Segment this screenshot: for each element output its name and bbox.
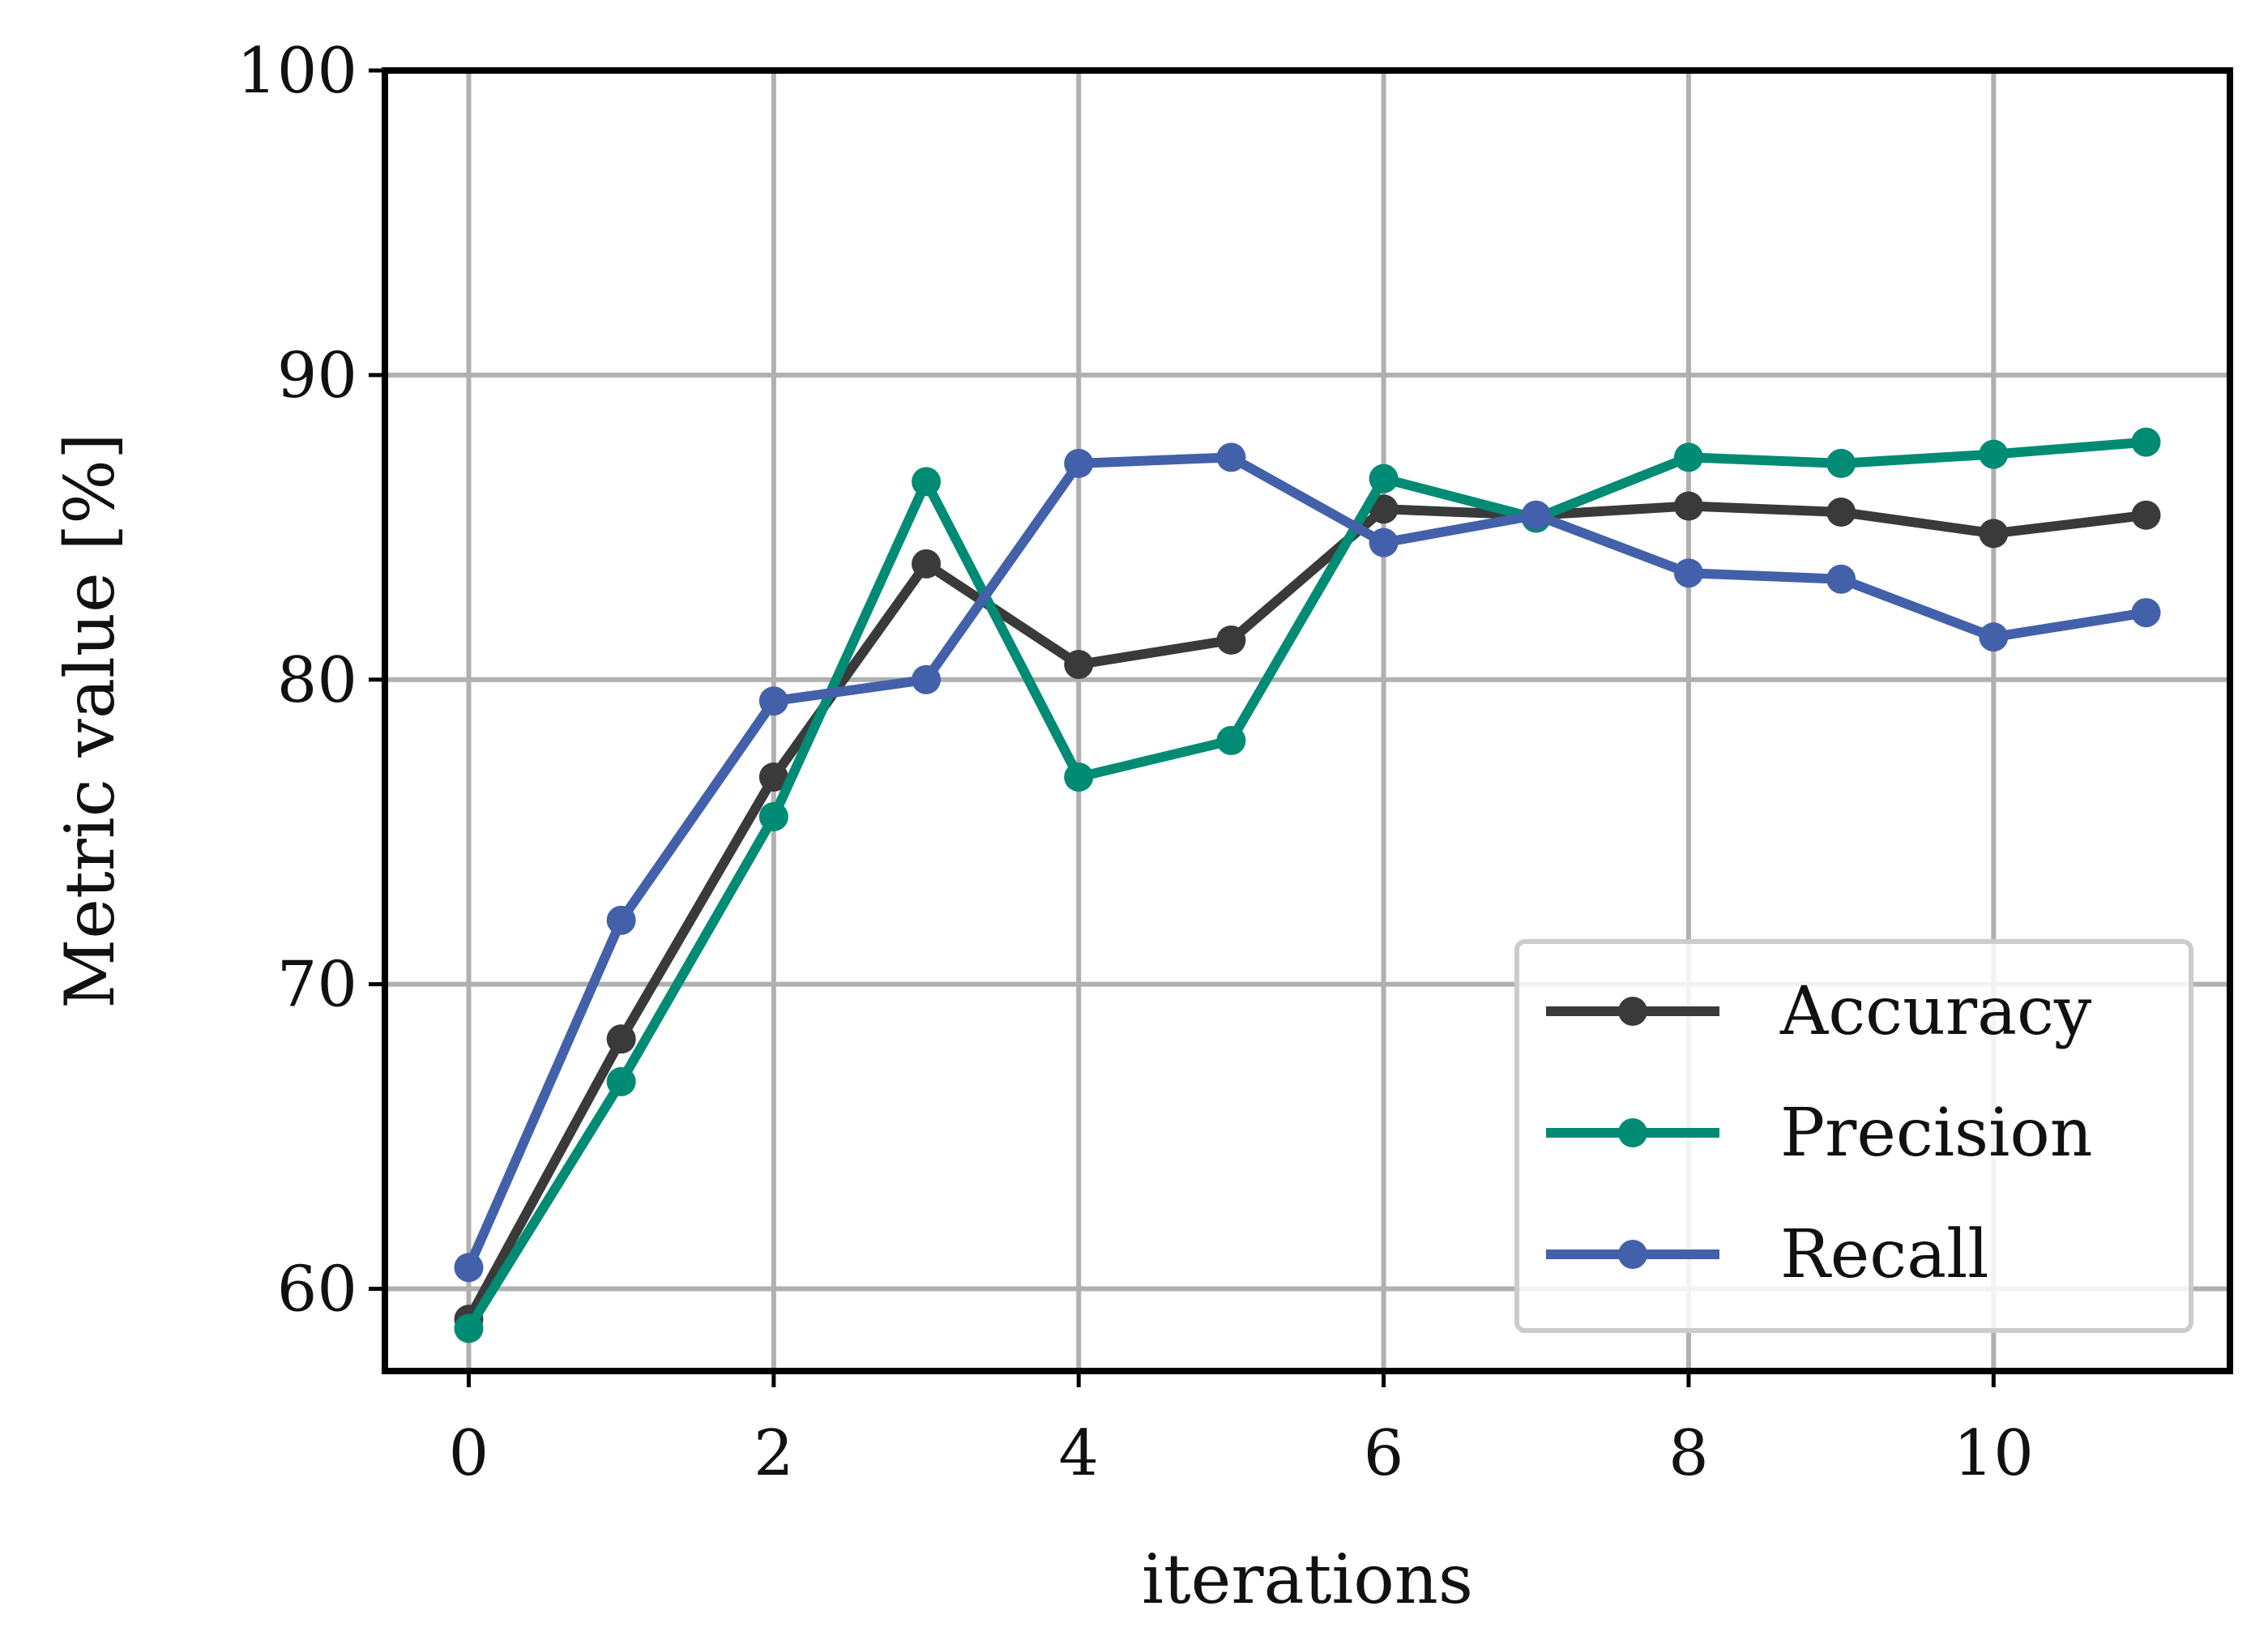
recall-point xyxy=(1673,558,1703,588)
precision-point xyxy=(758,801,788,831)
x-tick-label: 2 xyxy=(754,1417,794,1490)
accuracy-line xyxy=(463,501,2151,1325)
recall-point xyxy=(758,686,788,716)
accuracy-point xyxy=(1979,519,2009,549)
recall-point xyxy=(1369,528,1399,557)
recall-point xyxy=(1979,622,2009,652)
precision-point xyxy=(1369,463,1399,493)
legend-label-recall: Recall xyxy=(1780,1216,1989,1293)
recall-line xyxy=(463,452,2151,1273)
accuracy-point xyxy=(1216,625,1246,655)
x-tick-label: 4 xyxy=(1058,1417,1099,1490)
accuracy-point xyxy=(2131,500,2161,530)
precision-point xyxy=(1216,725,1246,755)
y-tick-label: 100 xyxy=(237,35,357,108)
accuracy-point xyxy=(1064,649,1094,679)
precision-point xyxy=(1979,439,2009,469)
accuracy-point xyxy=(1826,498,1856,528)
precision-point xyxy=(454,1313,484,1343)
recall-point xyxy=(606,905,636,935)
legend-label-precision: Precision xyxy=(1780,1095,2093,1172)
x-tick-label: 6 xyxy=(1364,1417,1404,1490)
legend-label-accuracy: Accuracy xyxy=(1779,973,2092,1050)
recall-point xyxy=(454,1253,484,1283)
x-tick-label: 10 xyxy=(1954,1417,2034,1490)
precision-line xyxy=(463,437,2151,1334)
recall-point xyxy=(1064,448,1094,478)
precision-point xyxy=(2131,427,2161,457)
precision-point xyxy=(912,467,942,497)
recall-point xyxy=(912,664,942,694)
accuracy-point xyxy=(758,762,788,792)
recall-point xyxy=(2131,598,2161,628)
y-tick-label: 80 xyxy=(277,644,357,717)
y-tick-label: 70 xyxy=(277,949,357,1022)
accuracy-point xyxy=(912,549,942,579)
legend-box xyxy=(1514,939,2193,1333)
legend: Accuracy Precision Recall xyxy=(1514,939,2193,1333)
y-tick-label: 90 xyxy=(277,340,357,412)
recall-point xyxy=(1826,564,1856,594)
accuracy-point xyxy=(606,1024,636,1054)
axis-ticks: 0 2 4 6 8 10 60 70 80 90 100 xyxy=(237,35,2034,1490)
series-layer xyxy=(454,427,2161,1343)
recall-point xyxy=(1216,442,1246,472)
series-recall xyxy=(454,442,2161,1283)
legend-marker-precision xyxy=(1618,1118,1647,1147)
recall-point xyxy=(1521,500,1551,530)
x-tick-label: 8 xyxy=(1668,1417,1709,1490)
plot-frame xyxy=(382,67,2233,1374)
x-axis-title: iterations xyxy=(1142,1540,1473,1619)
legend-marker-recall xyxy=(1618,1240,1647,1269)
y-tick-label: 60 xyxy=(277,1254,357,1326)
accuracy-point xyxy=(1369,494,1399,524)
precision-point xyxy=(606,1066,636,1096)
precision-point xyxy=(1826,448,1856,478)
precision-point xyxy=(1673,442,1703,472)
precision-point xyxy=(1064,762,1094,792)
legend-marker-accuracy xyxy=(1618,997,1647,1026)
accuracy-point xyxy=(1673,491,1703,521)
x-tick-label: 0 xyxy=(449,1417,489,1490)
y-axis-title: Metric value [%] xyxy=(50,433,130,1009)
